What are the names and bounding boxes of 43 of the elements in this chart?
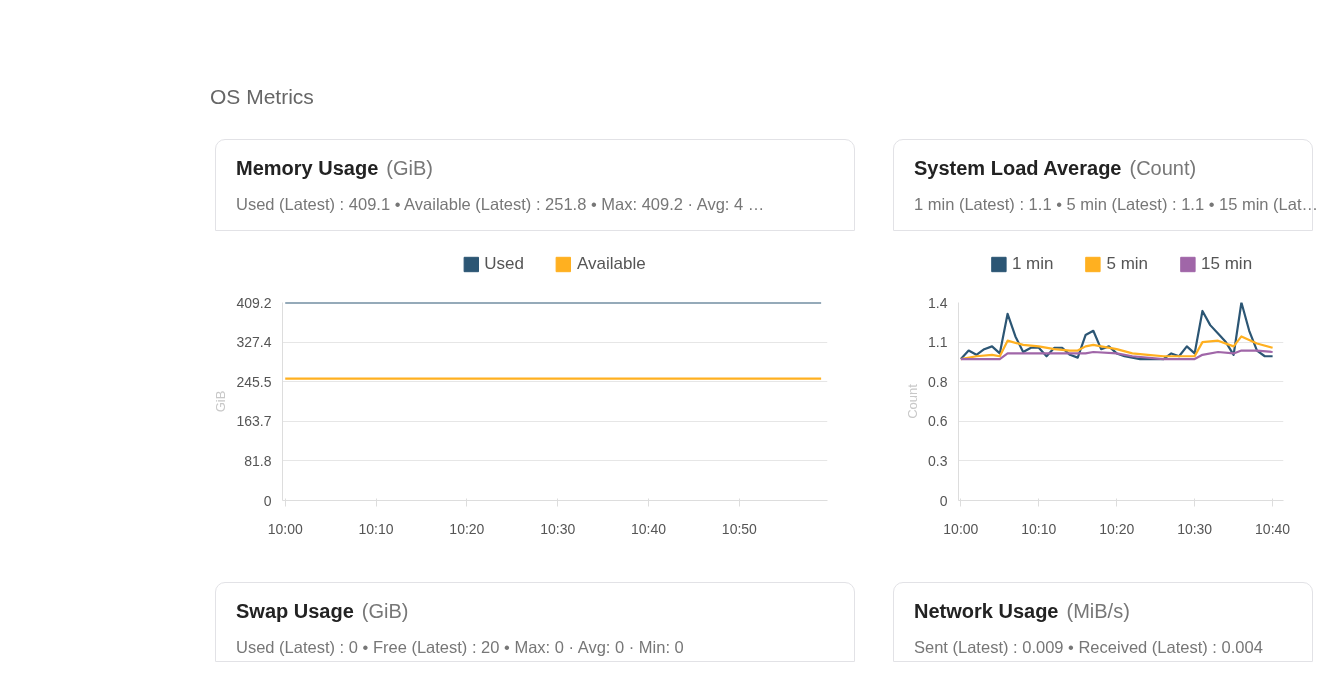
legend-label: 5 min bbox=[1106, 254, 1149, 274]
y-tick-label: 0.8 bbox=[928, 373, 948, 390]
x-tick-label: 10:10 bbox=[1021, 520, 1057, 537]
line-series bbox=[959, 349, 1274, 361]
x-tick-label: 10:40 bbox=[631, 520, 667, 537]
x-tick-label: 10:10 bbox=[358, 520, 394, 537]
y-tick-label: 0.3 bbox=[928, 452, 948, 469]
text: (MiB/s) bbox=[1066, 600, 1130, 622]
y-tick-label: 1.4 bbox=[928, 294, 948, 311]
text: OS Metrics bbox=[210, 84, 314, 110]
y-tick-label: 81.8 bbox=[244, 452, 272, 469]
x-tick-label: 10:20 bbox=[1099, 520, 1135, 537]
text: Swap Usage bbox=[236, 600, 354, 622]
x-tick-label: 10:00 bbox=[267, 520, 303, 537]
legend-label: Available bbox=[577, 254, 646, 274]
y-tick-label: 0.6 bbox=[928, 413, 948, 430]
y-tick-label: 0 bbox=[939, 492, 948, 509]
legend-label: 15 min bbox=[1201, 254, 1253, 274]
y-tick-label: 245.5 bbox=[236, 373, 272, 390]
chart-title: System Load Average bbox=[914, 157, 1122, 179]
text: (GiB) bbox=[361, 600, 409, 622]
y-tick-label: 163.7 bbox=[236, 413, 272, 430]
y-tick-label: 0 bbox=[263, 492, 272, 509]
x-tick-label: 10:50 bbox=[721, 520, 758, 537]
text: Network Usage bbox=[914, 600, 1059, 622]
y-tick-label: 1.1 bbox=[928, 334, 948, 351]
x-tick-label: 10:30 bbox=[540, 520, 576, 537]
chart-subtitle: Used (Latest) : 409.1 • Available (Latest) : 251.8 • Max: 409.2 · Avg: 4 … bbox=[236, 193, 765, 215]
legend-label: 1 min bbox=[1011, 254, 1054, 274]
y-tick-label: 327.4 bbox=[236, 334, 272, 351]
text: Used (Latest) : 0 • Free (Latest) : 20 • Max: 0 · Avg: 0 · Min: 0 bbox=[236, 636, 684, 658]
x-tick-label: 10:40 bbox=[1255, 520, 1291, 537]
line-series bbox=[959, 302, 1274, 361]
x-tick-label: 10:20 bbox=[449, 520, 485, 537]
x-tick-label: 10:00 bbox=[943, 520, 979, 537]
text: (Count) bbox=[1129, 157, 1197, 179]
y-tick-label: 409.2 bbox=[236, 294, 272, 311]
chart-subtitle: 1 min (Latest) : 1.1 • 5 min (Latest) : 1.1 • 15 min (Lat… bbox=[914, 193, 1319, 215]
legend-label: Used bbox=[484, 254, 524, 274]
text: (GiB) bbox=[386, 157, 433, 179]
chart-title: Memory Usage bbox=[236, 157, 379, 179]
x-tick-label: 10:30 bbox=[1177, 520, 1213, 537]
text: Sent (Latest) : 0.009 • Received (Latest) : 0.004 bbox=[914, 636, 1263, 658]
